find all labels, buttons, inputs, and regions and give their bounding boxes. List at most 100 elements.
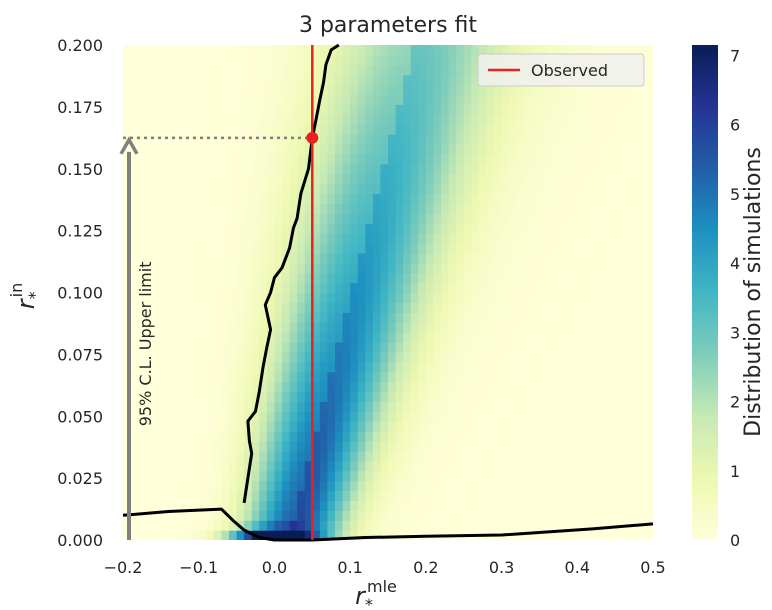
heatmap-cell <box>327 233 336 244</box>
heatmap-cell <box>592 510 601 521</box>
heatmap-cell <box>304 64 313 76</box>
heatmap-cell <box>425 332 435 343</box>
heatmap-cell <box>274 411 283 422</box>
heatmap-cell <box>236 193 245 204</box>
heatmap-cell <box>395 431 404 442</box>
heatmap-cell <box>425 322 435 333</box>
heatmap-cell <box>531 104 541 115</box>
heatmap-cell <box>600 302 609 313</box>
heatmap-cell <box>274 64 283 76</box>
heatmap-cell <box>183 351 192 363</box>
heatmap-cell <box>145 213 154 224</box>
heatmap-cell <box>145 361 154 373</box>
heatmap-cell <box>274 510 283 521</box>
heatmap-cell <box>350 183 359 195</box>
heatmap-cell <box>478 153 488 165</box>
heatmap-cell <box>547 490 556 501</box>
heatmap-cell <box>615 510 624 521</box>
heatmap-cell <box>365 193 374 204</box>
heatmap-cell <box>229 351 238 363</box>
heatmap-cell <box>229 302 238 313</box>
heatmap-cell <box>130 233 139 244</box>
heatmap-cell <box>183 450 192 462</box>
heatmap-cell <box>478 450 488 462</box>
heatmap-cell <box>584 322 594 333</box>
heatmap-cell <box>425 302 435 313</box>
heatmap-cell <box>501 361 510 373</box>
heatmap-cell <box>274 203 283 214</box>
heatmap-cell <box>229 312 238 323</box>
heatmap-cell <box>297 411 306 422</box>
heatmap-cell <box>630 401 639 412</box>
heatmap-cell <box>577 272 586 284</box>
heatmap-cell <box>198 163 207 175</box>
heatmap-cell <box>562 520 571 531</box>
heatmap-cell <box>433 134 442 145</box>
heatmap-cell <box>630 342 639 353</box>
heatmap-cell <box>509 153 518 165</box>
heatmap-cell <box>274 173 283 185</box>
heatmap-cell <box>501 134 510 145</box>
heatmap-cell <box>198 262 207 274</box>
heatmap-cell <box>153 84 162 96</box>
heatmap-cell <box>645 431 653 442</box>
heatmap-cell <box>509 252 518 264</box>
heatmap-cell <box>206 153 215 165</box>
heatmap-cell <box>282 153 291 165</box>
heatmap-cell <box>259 292 268 303</box>
heatmap-cell <box>569 124 578 135</box>
heatmap-cell <box>509 520 518 531</box>
heatmap-cell <box>357 94 366 105</box>
contour-upper <box>242 43 340 504</box>
heatmap-cell <box>562 391 571 402</box>
heatmap-cell <box>198 292 207 303</box>
heatmap-cell <box>516 470 525 482</box>
heatmap-cell <box>380 431 389 442</box>
heatmap-cell <box>259 401 268 412</box>
heatmap-cell <box>463 441 472 452</box>
heatmap-cell <box>388 351 397 363</box>
heatmap-cell <box>637 342 647 353</box>
heatmap-cell <box>388 361 397 373</box>
colorbar-tick-label: 6 <box>730 116 740 135</box>
heatmap-cell <box>524 411 533 422</box>
heatmap-cell <box>471 342 480 353</box>
heatmap-cell <box>463 54 472 66</box>
heatmap-cell <box>562 114 571 125</box>
heatmap-cell <box>463 213 472 224</box>
heatmap-cell <box>516 391 525 402</box>
heatmap-cell <box>554 342 563 353</box>
heatmap-cell <box>191 84 200 96</box>
heatmap-cell <box>600 114 609 125</box>
heatmap-cell <box>501 302 510 313</box>
heatmap-cell <box>198 381 207 393</box>
heatmap-cell <box>456 203 465 214</box>
heatmap-cell <box>145 64 154 76</box>
heatmap-cell <box>236 183 245 195</box>
heatmap-cell <box>592 530 601 540</box>
heatmap-cell <box>312 163 321 175</box>
heatmap-cell <box>130 401 139 412</box>
heatmap-cell <box>630 510 639 521</box>
heatmap-cell <box>433 64 442 76</box>
heatmap-cell <box>554 381 563 393</box>
heatmap-cell <box>622 84 631 96</box>
heatmap-cell <box>380 173 389 185</box>
heatmap-cell <box>289 421 298 432</box>
heatmap-cell <box>486 351 495 363</box>
heatmap-cell <box>622 480 631 492</box>
heatmap-cell <box>425 94 435 105</box>
heatmap-cell <box>168 421 177 432</box>
heatmap-cell <box>357 381 366 393</box>
y-tick-label: 0.150 <box>57 160 103 179</box>
heatmap-cell <box>153 371 162 383</box>
heatmap-cell <box>395 411 404 422</box>
heatmap-cell <box>463 371 472 383</box>
heatmap-cell <box>380 114 389 125</box>
heatmap-cell <box>456 421 465 432</box>
heatmap-cell <box>244 361 253 373</box>
heatmap-cell <box>403 233 412 244</box>
heatmap-cell <box>342 292 351 303</box>
heatmap-cell <box>441 223 450 234</box>
heatmap-cell <box>251 243 260 254</box>
